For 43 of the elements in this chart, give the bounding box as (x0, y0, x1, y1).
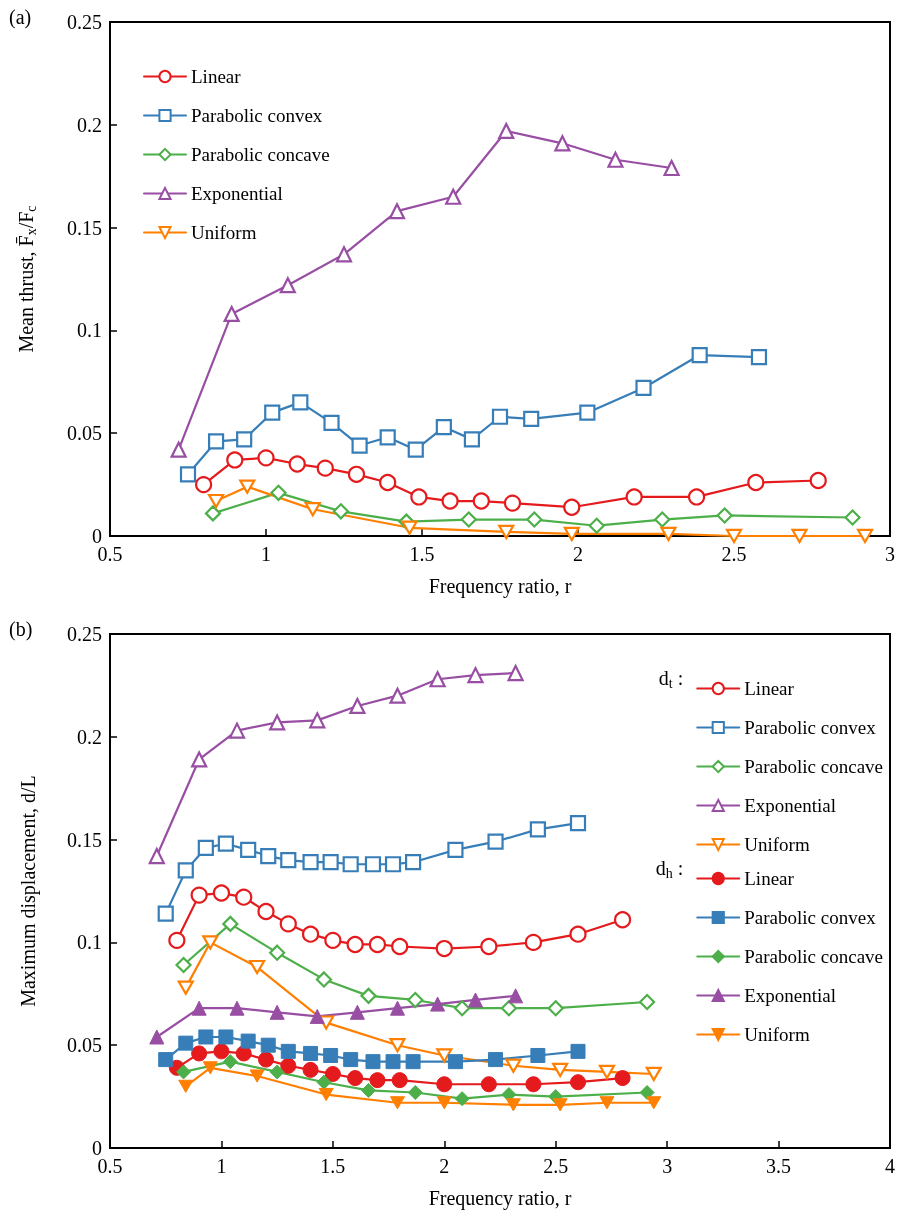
y-tick-label: 0.1 (77, 931, 102, 954)
legend-label: Exponential (744, 985, 837, 1006)
chart-title: (b) (9, 618, 33, 641)
legend-label: Linear (744, 868, 795, 889)
y-tick-label: 0.25 (67, 623, 102, 645)
legend-label: Parabolic concave (744, 756, 883, 777)
x-tick-label: 1.5 (409, 543, 435, 565)
legend-label: Parabolic concave (191, 144, 330, 165)
y-tick-label: 0.15 (67, 828, 102, 851)
legend-label: Exponential (191, 183, 283, 204)
y-tick-label: 0.05 (67, 1034, 102, 1057)
y-tick-label: 0.05 (67, 422, 102, 445)
legend-label: Parabolic concave (744, 946, 883, 967)
legend-label: Parabolic convex (744, 717, 877, 738)
y-axis-title: Mean thrust, F̄x/Fc (15, 205, 39, 353)
legend-label: Uniform (744, 834, 810, 855)
x-tick-label: 3.5 (766, 1155, 792, 1177)
x-tick-label: 4 (885, 1155, 895, 1177)
legend-label: Uniform (191, 222, 257, 243)
legend-label: Linear (191, 66, 242, 87)
y-tick-label: 0.2 (77, 113, 102, 136)
y-tick-label: 0.1 (77, 319, 102, 342)
x-tick-label: 2 (439, 1155, 450, 1177)
chart-title: (a) (9, 6, 32, 29)
x-tick-label: 3 (662, 1155, 673, 1177)
x-tick-label: 1 (261, 543, 271, 565)
x-tick-label: 2 (573, 543, 583, 565)
x-tick-label: 2.5 (543, 1155, 569, 1177)
y-tick-label: 0.15 (67, 216, 102, 239)
y-tick-label: 0.25 (67, 11, 102, 33)
x-tick-label: 1 (216, 1155, 227, 1177)
legend-label: Uniform (744, 1024, 810, 1045)
x-axis-title: Frequency ratio, r (428, 1187, 572, 1210)
x-axis-title: Frequency ratio, r (428, 575, 572, 598)
legend-label: Exponential (744, 795, 837, 816)
x-tick-label: 1.5 (320, 1155, 346, 1177)
legend-label: Parabolic convex (191, 105, 323, 126)
legend-label: Linear (744, 678, 795, 699)
x-tick-label: 3 (885, 543, 895, 565)
y-axis-title: Maximum displacement, d/L (17, 775, 40, 1007)
x-tick-label: 2.5 (721, 543, 747, 565)
y-tick-label: 0.2 (77, 725, 102, 748)
legend-label: Parabolic convex (744, 907, 877, 928)
